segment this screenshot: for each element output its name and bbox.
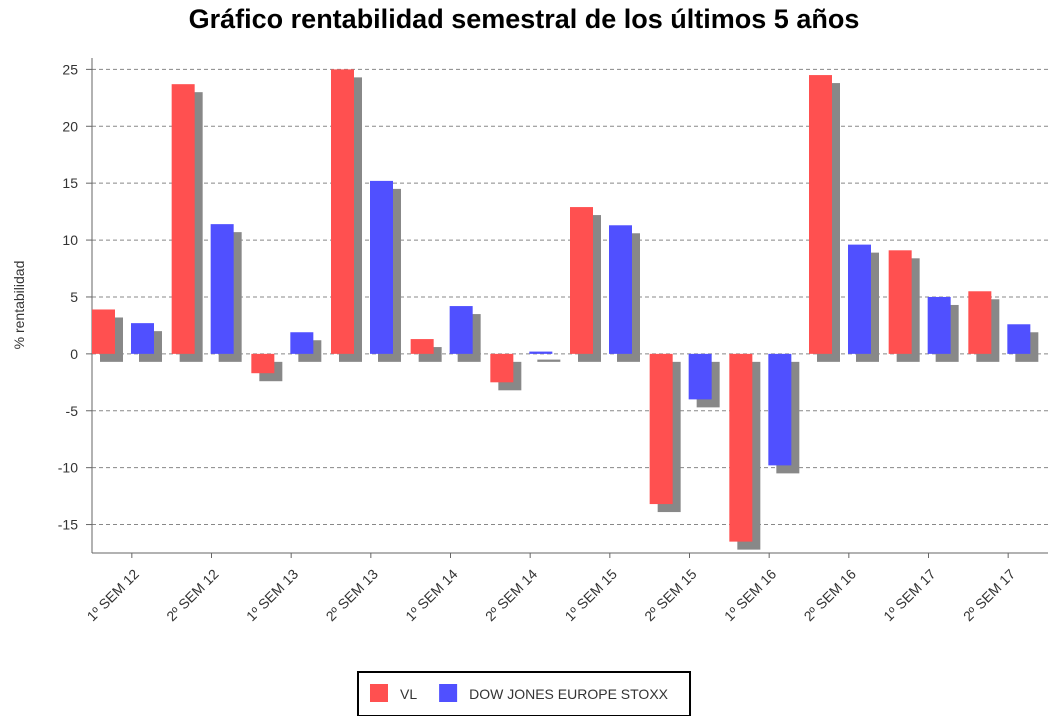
- x-tick-label: 1º SEM 15: [562, 566, 621, 625]
- y-tick-label: -15: [58, 517, 78, 533]
- chart-title: Gráfico rentabilidad semestral de los úl…: [189, 4, 860, 34]
- bar: [570, 207, 593, 354]
- bar: [490, 353, 514, 383]
- bar: [331, 69, 354, 354]
- x-tick-label: 2º SEM 12: [163, 566, 222, 625]
- bar-shadow: [537, 359, 561, 362]
- legend-box: [356, 671, 692, 716]
- legend-swatch: [439, 684, 458, 702]
- bar: [927, 296, 951, 354]
- bar: [848, 244, 871, 354]
- bar: [370, 180, 393, 354]
- x-tick-label: 2º SEM 13: [323, 566, 382, 625]
- bar: [410, 339, 434, 354]
- x-tick-label: 2º SEM 17: [960, 566, 1019, 625]
- bar: [888, 250, 912, 354]
- bar: [768, 353, 792, 466]
- x-tick-label: 1º SEM 13: [243, 566, 302, 625]
- x-tick-label: 1º SEM 12: [84, 566, 143, 625]
- bar: [649, 353, 673, 505]
- bar: [92, 309, 115, 354]
- x-tick-label: 2º SEM 16: [801, 566, 860, 625]
- bar: [251, 353, 275, 374]
- bar: [688, 353, 712, 400]
- x-tick-label: 2º SEM 15: [641, 566, 700, 625]
- bar: [809, 75, 832, 354]
- bar: [729, 353, 753, 542]
- legend-label: DOW JONES EUROPE STOXX: [469, 686, 669, 702]
- x-tick-label: 1º SEM 17: [880, 566, 939, 625]
- y-tick-label: 20: [62, 118, 78, 134]
- bar: [449, 306, 473, 354]
- y-tick-label: 0: [70, 346, 78, 362]
- y-tick-label: -10: [58, 460, 78, 476]
- bar: [1007, 324, 1031, 354]
- x-tick-label: 1º SEM 14: [402, 566, 461, 625]
- y-tick-label: -5: [66, 403, 79, 419]
- y-tick-label: 15: [62, 175, 78, 191]
- bar: [529, 351, 553, 354]
- bar: [210, 224, 234, 354]
- bar: [171, 84, 195, 354]
- bar: [290, 332, 314, 354]
- legend-label: VL: [400, 686, 417, 702]
- bar: [609, 225, 632, 354]
- y-axis-label: % rentabilidad: [11, 261, 27, 350]
- y-tick-label: 10: [62, 232, 78, 248]
- bar: [968, 291, 992, 354]
- x-tick-label: 2º SEM 14: [482, 566, 541, 625]
- y-tick-label: 25: [62, 61, 78, 77]
- x-tick-label: 1º SEM 16: [721, 566, 780, 625]
- legend-swatch: [369, 684, 388, 702]
- y-tick-label: 5: [70, 289, 78, 305]
- legend: VL DOW JONES EUROPE STOXX: [356, 671, 692, 716]
- bar: [131, 323, 154, 354]
